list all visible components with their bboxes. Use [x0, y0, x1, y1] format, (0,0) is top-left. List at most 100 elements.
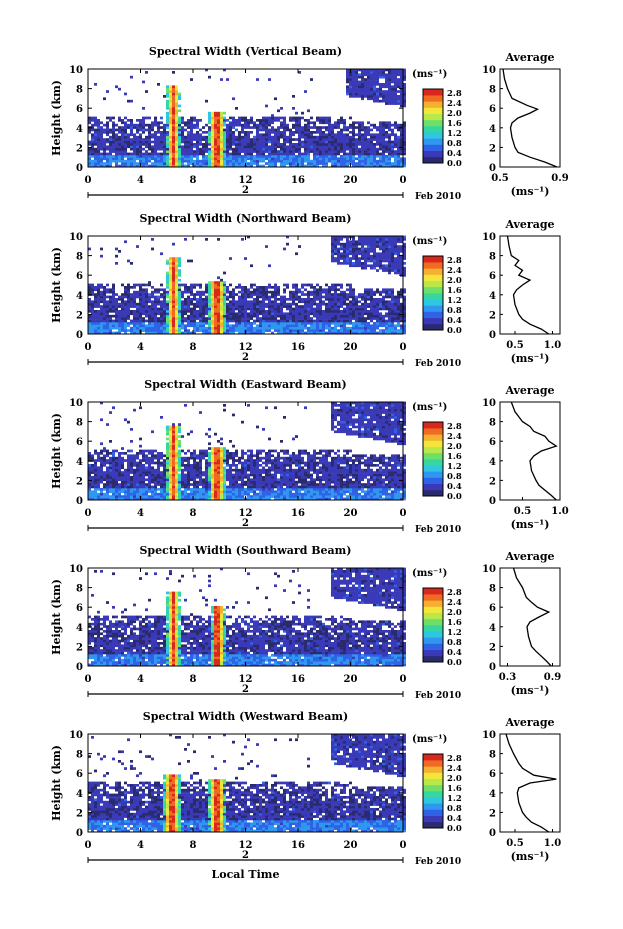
heatmap-cell [319, 310, 322, 313]
heatmap-cell [262, 119, 265, 122]
heatmap-cell [151, 164, 154, 168]
heatmap-cell [247, 135, 250, 139]
heatmap-cell [190, 131, 193, 134]
heatmap-cell [274, 128, 277, 132]
heatmap-cell [223, 145, 226, 149]
heatmap-cell [388, 95, 391, 98]
colorbar-swatch [423, 126, 443, 133]
heatmap-cell [277, 150, 280, 153]
heatmap-cell [295, 293, 298, 296]
heatmap-cell [118, 164, 121, 168]
heatmap-cell [331, 283, 334, 287]
heatmap-cell [109, 314, 112, 318]
heatmap-cell [280, 143, 283, 146]
heatmap-cell [163, 331, 166, 335]
average-y-tick-label: 2 [489, 310, 496, 321]
heatmap-cell [94, 298, 97, 301]
heatmap-cell [121, 310, 124, 313]
heatmap-cell [253, 310, 256, 313]
heatmap-cell [250, 147, 253, 151]
heatmap-cell [217, 147, 220, 151]
heatmap-cell [232, 147, 235, 151]
heatmap-cell [136, 157, 139, 161]
heatmap-cell [346, 252, 349, 256]
heatmap-cell [403, 302, 406, 306]
heatmap-cell [400, 331, 403, 335]
heatmap-cell [268, 298, 271, 301]
heatmap-cell [124, 152, 127, 156]
heatmap-cell [259, 164, 262, 168]
heatmap-cell [247, 312, 250, 316]
heatmap-cell [91, 119, 94, 122]
heatmap-cell [133, 314, 136, 318]
heatmap-cell [388, 242, 391, 246]
heatmap-cell [178, 319, 181, 323]
heatmap-cell [370, 257, 373, 260]
heatmap-cell [199, 326, 202, 330]
colorbar-swatch [423, 274, 443, 281]
heatmap-cell [184, 331, 187, 335]
heatmap-cell [133, 295, 136, 299]
heatmap-cell [169, 116, 172, 120]
heatmap-cell [166, 114, 169, 117]
heatmap-cell [157, 295, 160, 299]
heatmap-cell [400, 269, 403, 272]
heatmap-cell [292, 131, 295, 134]
heatmap-cell [232, 319, 235, 323]
heatmap-cell [256, 133, 259, 137]
heatmap-cell [106, 466, 109, 470]
heatmap-cell [205, 317, 208, 320]
heatmap-cell [331, 140, 334, 144]
heatmap-cell [397, 298, 400, 301]
heatmap-cell [202, 152, 205, 156]
heatmap-cell [238, 133, 241, 137]
heatmap-cell [253, 319, 256, 323]
heatmap-cell [154, 317, 157, 320]
heatmap-cell [271, 331, 274, 335]
heatmap-cell [211, 162, 214, 165]
heatmap-cell [298, 138, 301, 141]
heatmap-cell [139, 145, 142, 149]
heatmap-cell [253, 314, 256, 318]
heatmap-cell [133, 300, 136, 304]
heatmap-cell [298, 140, 301, 144]
heatmap-cell [316, 312, 319, 316]
heatmap-cell [337, 314, 340, 318]
heatmap-cell [382, 324, 385, 328]
heatmap-cell [313, 307, 316, 311]
heatmap-cell [205, 331, 208, 335]
heatmap-cell [142, 121, 145, 125]
heatmap-cell [379, 92, 382, 96]
heatmap-cell [319, 319, 322, 323]
heatmap-cell [121, 488, 124, 491]
heatmap-cell [334, 322, 337, 325]
heatmap-cell [385, 312, 388, 316]
heatmap-cell [103, 461, 106, 465]
heatmap-cell [361, 71, 364, 74]
heatmap-cell [340, 310, 343, 313]
heatmap-cell [388, 257, 391, 260]
heatmap-cell [178, 162, 181, 165]
heatmap-cell [403, 131, 406, 134]
heatmap-cell [355, 75, 358, 79]
heatmap-cell [361, 140, 364, 144]
heatmap-cell [145, 135, 148, 139]
heatmap-cell [187, 310, 190, 313]
heatmap-cell [139, 305, 142, 308]
heatmap-cell [244, 300, 247, 304]
heatmap-cell [376, 290, 379, 294]
heatmap-cell [94, 140, 97, 144]
heatmap-cell [274, 147, 277, 151]
heatmap-cell [133, 302, 136, 306]
heatmap-cell [133, 329, 136, 332]
heatmap-cell [220, 150, 223, 153]
heatmap-cell [103, 495, 106, 498]
heatmap-cell [130, 147, 133, 151]
heatmap-cell [310, 121, 313, 125]
heatmap-cell [346, 295, 349, 299]
heatmap-cell [331, 245, 334, 248]
heatmap-cell [193, 324, 196, 328]
heatmap-cell [115, 317, 118, 320]
heatmap-cell [370, 123, 373, 127]
heatmap-cell [265, 145, 268, 149]
